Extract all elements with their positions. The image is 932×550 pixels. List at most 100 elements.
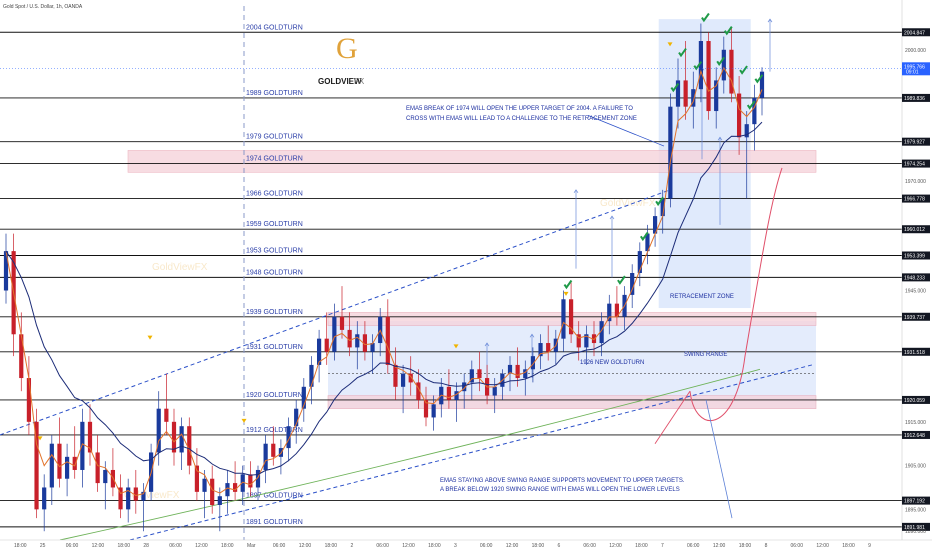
red-arrow-line [654,390,691,444]
time-label: 12:00 [816,543,829,549]
candle-body [103,469,108,484]
candle-body [698,41,704,90]
candle-body [141,491,146,501]
price-tag-text: 2004.847 [904,30,925,36]
axis-price-label: 1905.000 [905,464,926,470]
ema-long-line [59,368,761,541]
price-tag-text: 1989.836 [904,96,925,102]
candle-body [568,299,574,335]
time-label: 12:00 [506,543,519,549]
symbol-title: Gold Spot / U.S. Dollar, 1h, OANDA [3,4,83,10]
pointer-icon [667,42,673,47]
check-icon [746,100,756,110]
time-label: 06:00 [169,543,182,549]
candle-body [202,478,207,492]
candle-body [34,421,39,510]
check-icon [693,61,703,71]
candle-body [324,338,329,352]
candle-body [339,316,345,330]
check-icon [670,82,680,93]
pointer-icon [563,291,569,296]
price-tag-bg [902,137,930,146]
goldview-logo: G GOLDVIEW FX [318,32,365,86]
check-icon [701,12,710,23]
pointer-icon [37,436,43,441]
up-arrow-head [767,18,773,23]
price-tag-text: 1948.233 [904,275,925,281]
note-top-line2: CROSS WITH EMA5 WILL LEAD TO A CHALLENGE… [406,116,637,122]
up-arrow-head [609,215,615,220]
note-pointer [587,115,665,147]
candle-body [393,364,398,387]
candle-body [316,338,322,365]
candle-body [721,49,726,81]
candle-body [156,408,161,453]
candle-body [591,334,597,344]
axis-price-label: 1945.000 [905,289,926,295]
candle-body [248,474,253,488]
candle-body [255,469,261,488]
candle-body [706,41,711,112]
projection-curve [689,167,783,421]
candle-body [232,483,238,492]
candle-body [630,273,635,295]
note-bottom-line1: EMA5 STAYING ABOVE SWING RANGE SUPPORTS … [440,478,685,484]
candle-body [286,426,291,449]
price-tag-bg [902,395,930,404]
candle-body [194,465,200,492]
candle-body [133,487,138,501]
pink-band [127,150,817,173]
price-tag-text: 1960.012 [904,227,925,233]
candle-body [263,443,268,470]
candle-body [576,334,581,348]
candle-body [347,329,352,348]
candle-body [416,382,421,400]
price-tag-bg [902,225,930,234]
goldturn-label: 1920 GOLDTURN [246,392,303,399]
price-tag-bg [902,273,930,282]
logo-brand: GOLDVIEW [318,77,362,86]
goldturn-label: 1966 GOLDTURN [246,191,303,198]
up-arrow-head [484,342,490,347]
time-label: 9 [868,543,871,549]
candle-body [736,93,742,138]
price-tag-text: 1920.059 [904,398,925,404]
candle-body [332,316,337,352]
ema-slow-line [5,121,763,476]
axis-price-label: 2000.000 [905,48,926,54]
candle-body [187,426,192,466]
price-tag-text: 1891.981 [904,525,925,531]
goldturn-label: 1959 GOLDTURN [246,221,303,228]
pink-band [327,395,817,409]
pointer-icon [147,335,153,340]
price-tag-bg [902,93,930,102]
time-label: 18:00 [428,543,441,549]
retracement-zone-label: RETRACEMENT ZONE [670,294,734,300]
candle-body [668,106,673,199]
candle-body [523,369,528,379]
candle-body [362,334,368,352]
time-label: 18:00 [635,543,648,549]
candle-body [64,456,70,479]
goldturn-label: 1931 GOLDTURN [246,344,303,351]
time-label: 8 [765,543,768,549]
check-icon [754,74,764,84]
countdown-text: 09:01 [906,69,919,75]
time-axis[interactable]: 18:00 25 06:00 12:00 18:00 28 06:00 12:00 18:00 M… [0,539,932,550]
candle-body [729,49,734,94]
price-tag-bg [902,347,930,356]
candle-body [469,369,474,383]
price-tag-text: 1897.192 [904,499,925,505]
candle-body [19,334,24,379]
candle-body [217,496,222,505]
candle-body [294,408,299,427]
candle-body [530,356,536,370]
candle-body [72,456,77,470]
candle-body [210,478,215,505]
candle-body [179,426,184,453]
candle-body [309,364,314,387]
candle-body [118,487,123,510]
ema-fast-line [5,66,763,497]
